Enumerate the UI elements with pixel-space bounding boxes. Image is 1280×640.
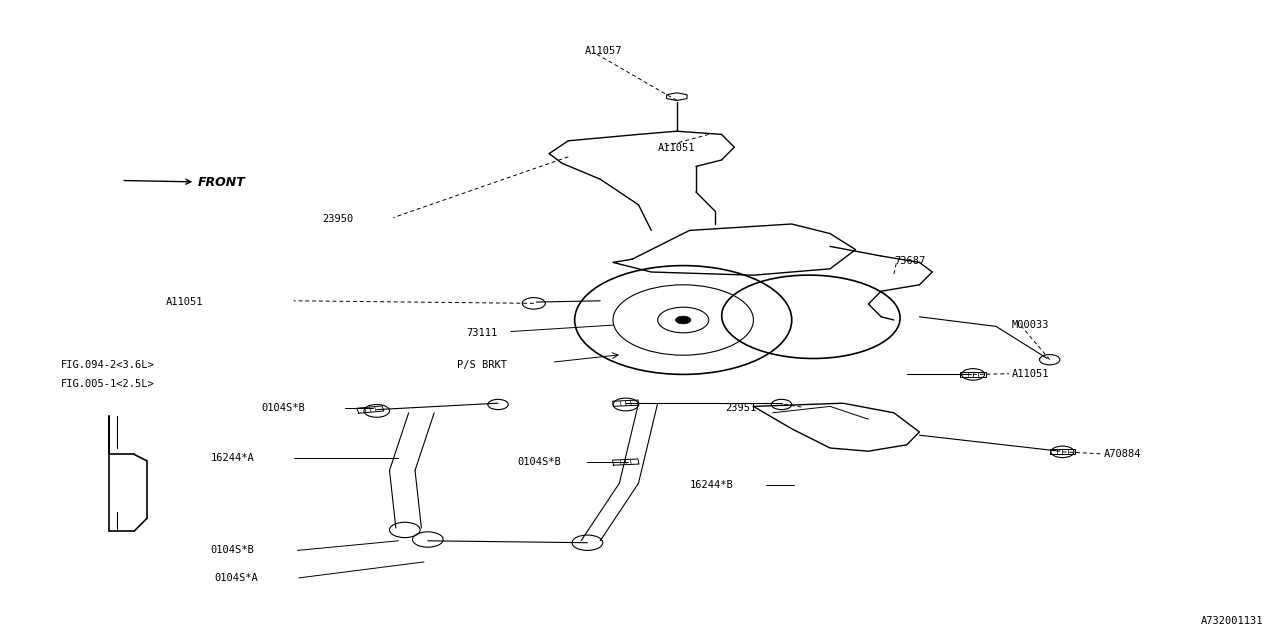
Text: 0104S*B: 0104S*B	[517, 457, 561, 467]
Text: P/S BRKT: P/S BRKT	[457, 360, 507, 370]
Text: A11057: A11057	[585, 46, 622, 56]
Text: 73687: 73687	[893, 256, 925, 266]
Text: FIG.005-1<2.5L>: FIG.005-1<2.5L>	[61, 379, 155, 389]
Circle shape	[676, 316, 691, 324]
Text: A11051: A11051	[166, 297, 204, 307]
Text: M00033: M00033	[1011, 320, 1048, 330]
Text: 16244*A: 16244*A	[211, 452, 255, 463]
Text: FRONT: FRONT	[124, 176, 246, 189]
Text: 16244*B: 16244*B	[690, 480, 733, 490]
Text: 23951: 23951	[726, 403, 756, 413]
Text: 0104S*B: 0104S*B	[211, 545, 255, 556]
Text: A70884: A70884	[1103, 449, 1140, 460]
Text: 23950: 23950	[321, 214, 353, 224]
Text: 0104S*A: 0104S*A	[215, 573, 259, 583]
Text: A11051: A11051	[658, 143, 695, 154]
Text: FIG.094-2<3.6L>: FIG.094-2<3.6L>	[61, 360, 155, 370]
Text: A732001131: A732001131	[1201, 616, 1263, 626]
Text: 73111: 73111	[466, 328, 498, 338]
Text: 0104S*B: 0104S*B	[262, 403, 306, 413]
Text: A11051: A11051	[1011, 369, 1048, 380]
